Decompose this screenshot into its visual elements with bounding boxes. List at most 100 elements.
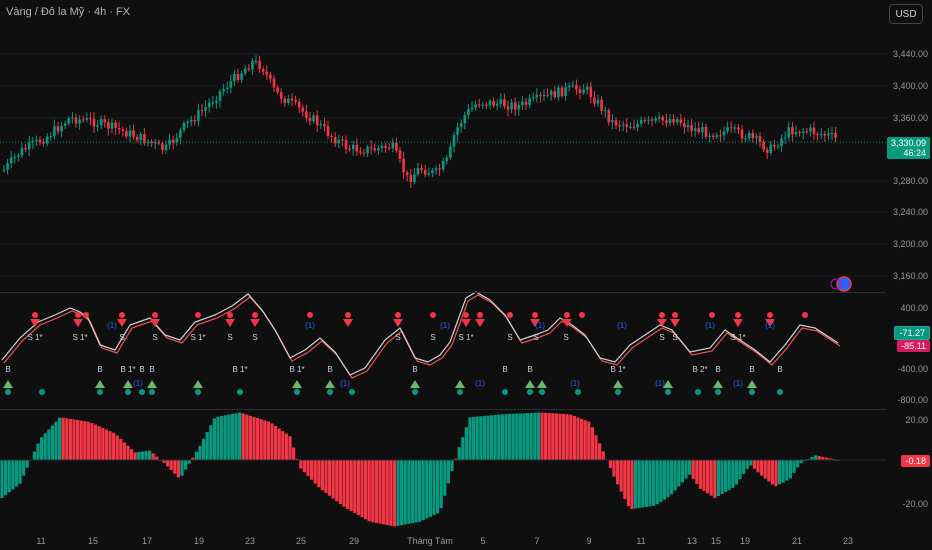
histogram-bar bbox=[612, 460, 616, 477]
histogram-bar bbox=[119, 438, 123, 460]
candle-body bbox=[355, 144, 359, 152]
buy-arrow-icon bbox=[747, 380, 757, 388]
buy-dot bbox=[457, 389, 463, 395]
histogram-bar bbox=[601, 451, 605, 460]
buy-arrow-icon bbox=[713, 380, 723, 388]
histogram-bar bbox=[439, 460, 443, 509]
histogram-bar bbox=[727, 460, 731, 490]
price-axis-label: 3,280.00 bbox=[892, 176, 928, 186]
histogram-bar bbox=[486, 415, 490, 460]
candle-body bbox=[333, 137, 337, 144]
sell-dot bbox=[532, 312, 538, 318]
candle-body bbox=[402, 158, 405, 173]
histogram-bar bbox=[256, 418, 260, 460]
histogram-bar bbox=[126, 445, 130, 460]
lightning-icon bbox=[830, 278, 842, 290]
buy-arrow-icon bbox=[537, 380, 547, 388]
histogram-bar bbox=[353, 460, 357, 514]
symbol-title[interactable]: Vàng / Đô la Mỹ · 4h · FX bbox=[6, 6, 131, 18]
buy-label: B bbox=[502, 365, 507, 374]
price-axis[interactable]: 3,440.00 3,400.00 3,360.00 3,280.00 3,24… bbox=[886, 0, 932, 550]
oscillator-pane bbox=[1, 291, 841, 379]
buy-dot bbox=[39, 389, 45, 395]
buy-label: B bbox=[97, 365, 102, 374]
candle-body bbox=[445, 157, 449, 162]
candle-body bbox=[276, 87, 279, 93]
histogram-bar bbox=[637, 460, 641, 509]
candle-body bbox=[585, 86, 589, 90]
candle-body bbox=[225, 87, 229, 90]
time-axis-label: 11 bbox=[636, 536, 646, 546]
sell-dot bbox=[119, 312, 125, 318]
candle-body bbox=[657, 117, 661, 119]
histogram-bar bbox=[493, 414, 497, 460]
histogram-bar bbox=[151, 453, 155, 460]
histogram-bar bbox=[742, 460, 746, 475]
signal-count-tag: (1) bbox=[133, 379, 143, 388]
buy-dot bbox=[149, 389, 155, 395]
histogram-bar bbox=[652, 460, 656, 506]
oscillator-axis-label: -800.00 bbox=[897, 395, 928, 405]
sell-dot bbox=[430, 312, 436, 318]
candle-body bbox=[63, 123, 67, 126]
histogram-bar bbox=[547, 413, 551, 460]
candle-body bbox=[150, 141, 153, 144]
histogram-bar bbox=[292, 447, 296, 460]
histogram-bar bbox=[814, 455, 818, 460]
oscillator-line bbox=[1, 291, 839, 376]
candle-body bbox=[557, 87, 560, 98]
candle-body bbox=[528, 98, 531, 105]
candle-body bbox=[812, 127, 816, 135]
candle-body bbox=[589, 86, 593, 98]
price-axis-label: 3,160.00 bbox=[892, 271, 928, 281]
histogram-bar bbox=[461, 437, 465, 460]
candle-body bbox=[661, 117, 665, 121]
sell-dot bbox=[709, 312, 715, 318]
buy-dot bbox=[349, 389, 355, 395]
candle-body bbox=[726, 127, 729, 132]
histogram-bar bbox=[40, 437, 44, 460]
sell-dot bbox=[395, 312, 401, 318]
buy-dot bbox=[749, 389, 755, 395]
sell-dot bbox=[477, 312, 483, 318]
histogram-bar bbox=[641, 460, 645, 508]
time-axis-label: 9 bbox=[586, 536, 592, 546]
histogram-bar bbox=[522, 413, 526, 460]
buy-dot bbox=[97, 389, 103, 395]
sell-label: S bbox=[227, 333, 232, 342]
histogram-bar bbox=[18, 460, 22, 484]
histogram-bar bbox=[580, 418, 584, 460]
signal-count-tag: (1) bbox=[305, 321, 315, 330]
candle-body bbox=[733, 127, 737, 129]
price-axis-label: 3,400.00 bbox=[892, 81, 928, 91]
histogram-bar bbox=[490, 415, 494, 460]
histogram-bar bbox=[824, 457, 828, 460]
candle-body bbox=[391, 142, 395, 149]
signal-count-tag: (1) bbox=[107, 321, 117, 330]
candle-body bbox=[9, 157, 13, 164]
histogram-bar bbox=[392, 460, 396, 527]
histogram-bar bbox=[7, 460, 11, 493]
candle-body bbox=[387, 147, 391, 149]
candle-body bbox=[290, 98, 294, 101]
candle-body bbox=[283, 98, 287, 103]
buy-dot bbox=[575, 389, 581, 395]
candle-body bbox=[416, 168, 420, 175]
histogram-bar bbox=[331, 460, 335, 499]
candle-body bbox=[272, 78, 276, 88]
histogram-bar bbox=[137, 451, 141, 460]
candle-body bbox=[297, 101, 301, 108]
candle-body bbox=[132, 130, 135, 138]
currency-button[interactable]: USD bbox=[889, 4, 923, 24]
candle-body bbox=[639, 120, 643, 124]
histogram-bar bbox=[450, 460, 454, 472]
time-axis-label: 15 bbox=[87, 536, 99, 546]
histogram-bar bbox=[0, 460, 4, 498]
candle-body bbox=[423, 169, 427, 175]
buy-label: B bbox=[327, 365, 332, 374]
histogram-bar bbox=[587, 421, 591, 460]
sell-arrow-icon bbox=[562, 319, 572, 327]
histogram-bar bbox=[32, 451, 36, 460]
chart-grid bbox=[0, 53, 886, 277]
